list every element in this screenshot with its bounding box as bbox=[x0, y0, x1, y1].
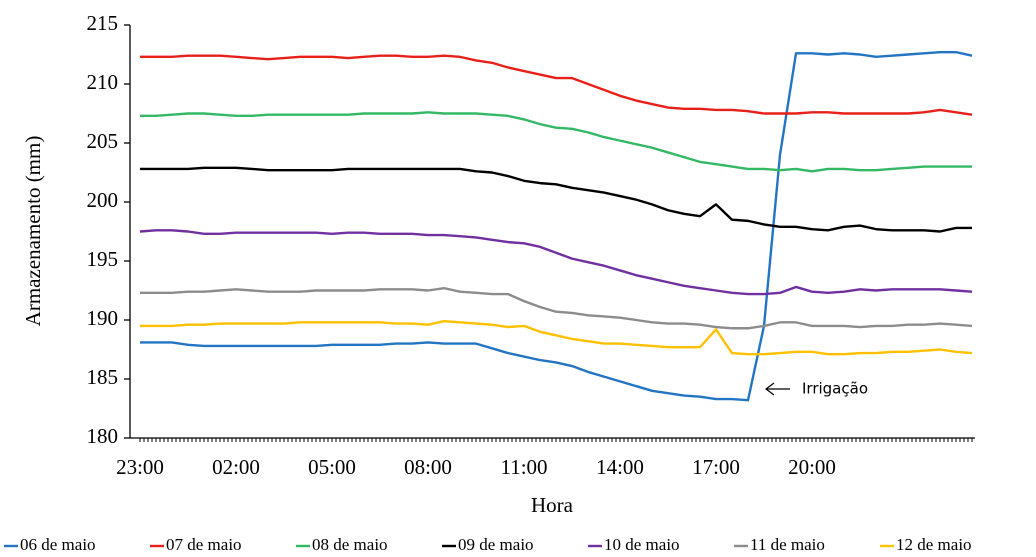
x-tick-label: 05:00 bbox=[308, 455, 356, 479]
y-tick-label: 200 bbox=[87, 188, 119, 212]
annotation-arrow bbox=[765, 382, 790, 396]
series-line bbox=[140, 319, 973, 356]
x-tick-label: 08:00 bbox=[404, 455, 452, 479]
y-tick-label: 180 bbox=[87, 424, 119, 448]
legend-label: 10 de maio bbox=[604, 535, 680, 554]
x-tick-label: 11:00 bbox=[500, 455, 547, 479]
y-tick-label: 205 bbox=[87, 129, 119, 153]
x-tick-label: 14:00 bbox=[596, 455, 644, 479]
y-tick-label: 195 bbox=[87, 247, 119, 271]
x-tick-label: 17:00 bbox=[692, 455, 740, 479]
series-line bbox=[140, 286, 973, 330]
y-tick-label: 215 bbox=[87, 11, 119, 35]
y-tick-label: 210 bbox=[87, 70, 119, 94]
legend-label: 08 de maio bbox=[312, 535, 388, 554]
annotation: Irrigação bbox=[802, 380, 868, 398]
legend-label: 12 de maio bbox=[896, 535, 972, 554]
x-axis-title: Hora bbox=[531, 493, 574, 517]
series-line bbox=[140, 166, 972, 233]
x-tick-label: 20:00 bbox=[788, 455, 836, 479]
series-line bbox=[139, 229, 973, 296]
y-tick-label: 185 bbox=[87, 365, 119, 389]
y-tick-label: 190 bbox=[87, 306, 119, 330]
series-line bbox=[140, 50, 973, 402]
y-axis-title: Armazenamento (mm) bbox=[21, 136, 45, 327]
legend-label: 06 de maio bbox=[20, 535, 96, 554]
series-line bbox=[140, 111, 972, 173]
legend-label: 11 de maio bbox=[750, 535, 825, 554]
x-tick-label: 23:00 bbox=[116, 455, 164, 479]
x-tick-label: 02:00 bbox=[212, 455, 260, 479]
legend-label: 09 de maio bbox=[458, 535, 534, 554]
legend-label: 07 de maio bbox=[166, 535, 242, 554]
series-line bbox=[140, 54, 973, 116]
